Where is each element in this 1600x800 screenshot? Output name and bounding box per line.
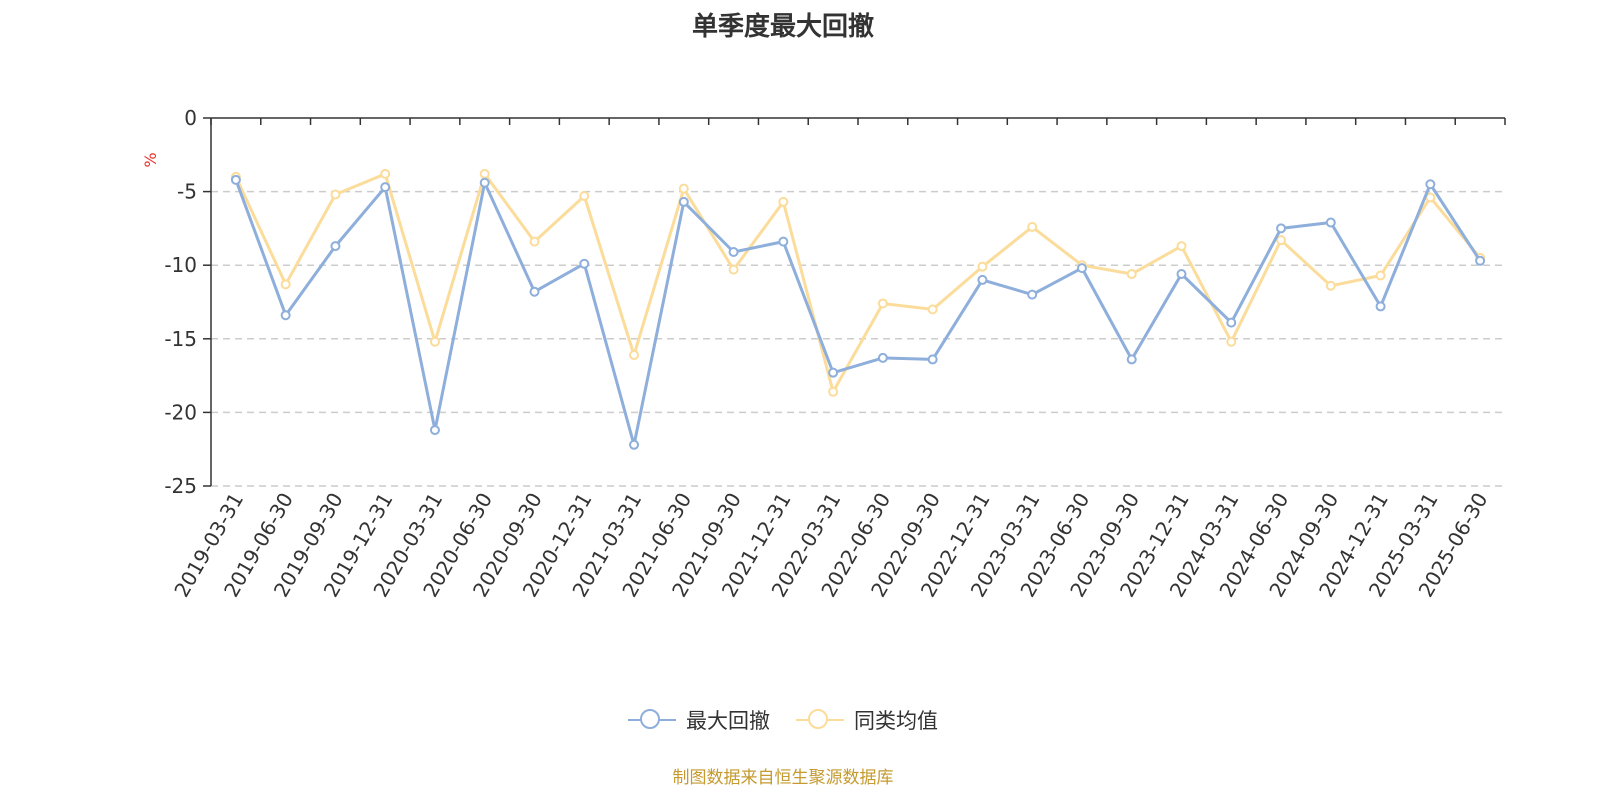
data-point: [728, 264, 739, 275]
axes: 0-5-10-15-20-252019-03-312019-06-302019-…: [164, 106, 1506, 601]
data-point: [579, 258, 590, 269]
data-point: [479, 168, 490, 179]
data-point: [1375, 270, 1386, 281]
data-point: [1226, 336, 1237, 347]
legend-item-max-drawdown[interactable]: 最大回撤: [628, 705, 770, 735]
data-point: [678, 183, 689, 194]
data-point: [1076, 263, 1087, 274]
data-point: [927, 354, 938, 365]
line-chart: 0-5-10-15-20-252019-03-312019-06-302019-…: [141, 106, 1506, 601]
data-point: [230, 174, 241, 185]
data-point: [927, 304, 938, 315]
data-point: [728, 246, 739, 257]
chart-title: 单季度最大回撤: [691, 12, 874, 42]
source-note: 制图数据来自恒生聚源数据库: [672, 768, 894, 788]
data-point: [529, 286, 540, 297]
series-line: [234, 172, 1482, 394]
y-tick-label: -20: [164, 400, 197, 424]
series-line: [234, 179, 1482, 447]
data-point: [579, 191, 590, 202]
legend-label: 最大回撤: [686, 709, 770, 733]
y-tick-label: -10: [164, 253, 197, 277]
data-point: [330, 189, 341, 200]
data-point: [778, 196, 789, 207]
data-point: [977, 261, 988, 272]
data-point: [380, 168, 391, 179]
y-tick-label: -25: [164, 474, 197, 498]
data-point: [877, 298, 888, 309]
data-point: [429, 336, 440, 347]
series-layer: [230, 168, 1486, 450]
y-tick-label: -5: [177, 180, 197, 204]
data-point: [1375, 301, 1386, 312]
data-point: [280, 279, 291, 290]
legend-marker-icon: [796, 707, 844, 733]
data-point: [629, 439, 640, 450]
data-point: [1325, 217, 1336, 228]
legend: 最大回撤 同类均值: [0, 705, 1566, 735]
data-point: [1276, 223, 1287, 234]
data-point: [629, 349, 640, 360]
data-point: [977, 274, 988, 285]
data-point: [828, 367, 839, 378]
data-point: [877, 352, 888, 363]
y-axis-unit-label: %: [141, 152, 160, 167]
data-point: [1027, 289, 1038, 300]
legend-item-peer-average[interactable]: 同类均值: [796, 705, 938, 735]
y-tick-label: 0: [184, 106, 197, 130]
data-point: [280, 310, 291, 321]
data-point: [1425, 179, 1436, 190]
data-point: [1027, 221, 1038, 232]
data-point: [1226, 317, 1237, 328]
data-point: [828, 386, 839, 397]
legend-label: 同类均值: [854, 709, 938, 733]
y-tick-label: -15: [164, 327, 197, 351]
series-max-drawdown: [230, 174, 1486, 450]
data-point: [479, 177, 490, 188]
data-point: [1126, 354, 1137, 365]
data-point: [330, 241, 341, 252]
data-point: [1276, 235, 1287, 246]
data-point: [1126, 269, 1137, 280]
legend-marker-icon: [628, 707, 676, 733]
data-point: [678, 196, 689, 207]
data-point: [1325, 280, 1336, 291]
data-point: [529, 236, 540, 247]
data-point: [1176, 241, 1187, 252]
data-point: [1475, 255, 1486, 266]
data-point: [380, 182, 391, 193]
data-point: [1176, 269, 1187, 280]
data-point: [778, 236, 789, 247]
data-point: [429, 425, 440, 436]
